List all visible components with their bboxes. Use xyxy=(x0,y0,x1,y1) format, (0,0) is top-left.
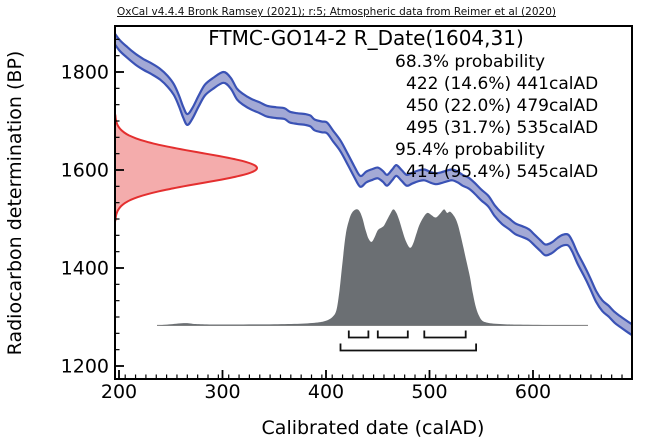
posterior-distribution xyxy=(157,209,588,326)
y-axis-label: Radiocarbon determination (BP) xyxy=(4,50,26,356)
x-tick-label: 500 xyxy=(411,381,447,403)
annotation-line-4: 95.4% probability xyxy=(395,140,546,160)
x-tick-label: 400 xyxy=(308,381,344,403)
y-tick-label: 1800 xyxy=(61,62,109,84)
x-tick-label: 200 xyxy=(101,381,137,403)
range-brackets xyxy=(339,330,477,352)
annotation-line-3: 495 (31.7%) 535calAD xyxy=(406,118,599,138)
axis-ticks xyxy=(115,38,623,379)
likelihood-distribution xyxy=(115,113,259,223)
x-tick-label: 300 xyxy=(204,381,240,403)
tick-labels: 200 300 400 500 600 1200 1400 1600 1800 xyxy=(61,62,551,404)
annotation-line-5: 414 (95.4%) 545calAD xyxy=(406,162,599,182)
annotation-line-1: 422 (14.6%) 441calAD xyxy=(406,74,599,94)
annotation-line-2: 450 (22.0%) 479calAD xyxy=(406,96,599,116)
chart-title: FTMC-GO14-2 R_Date(1604,31) xyxy=(208,26,524,50)
y-tick-label: 1600 xyxy=(61,160,109,182)
annotation-line-0: 68.3% probability xyxy=(395,52,546,72)
x-tick-label: 600 xyxy=(515,381,551,403)
y-tick-label: 1400 xyxy=(61,258,109,280)
software-credit-line: OxCal v4.4.4 Bronk Ramsey (2021); r:5; A… xyxy=(117,6,556,18)
calibration-band xyxy=(115,31,632,337)
x-axis-label: Calibrated date (calAD) xyxy=(261,417,485,439)
y-tick-label: 1200 xyxy=(61,356,109,378)
